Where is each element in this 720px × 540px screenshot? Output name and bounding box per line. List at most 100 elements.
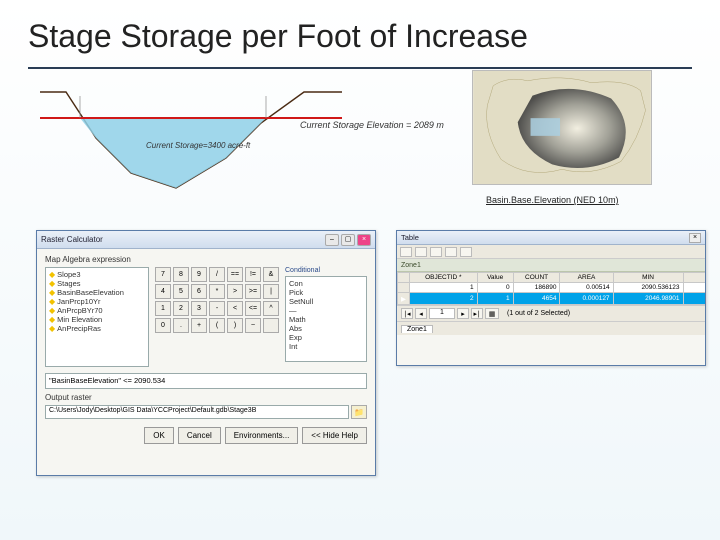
table-cell[interactable]: 1 — [410, 283, 478, 293]
raster-calculator-window: Raster Calculator – ▢ × Map Algebra expr… — [36, 230, 376, 476]
rc-key[interactable]: ~ — [245, 318, 261, 333]
rc-expression-input[interactable]: "BasinBaseElevation" <= 2090.534 — [45, 373, 367, 389]
rc-func-item[interactable]: SetNull — [289, 297, 363, 306]
rc-layer-item[interactable]: ◆Stages — [49, 279, 145, 288]
rc-func-item[interactable]: Exp — [289, 333, 363, 342]
rc-key[interactable]: <= — [245, 301, 261, 316]
rc-body: Map Algebra expression ◆Slope3◆Stages◆Ba… — [37, 249, 375, 450]
table-cell[interactable]: 186890 — [513, 283, 560, 293]
table-cell[interactable]: 0.00514 — [560, 283, 613, 293]
rc-key[interactable]: | — [263, 284, 279, 299]
tbl-tool-3[interactable] — [430, 247, 442, 257]
rc-layer-item[interactable]: ◆AnPrecipRas — [49, 324, 145, 333]
rc-key[interactable]: . — [173, 318, 189, 333]
rc-func-item[interactable]: — — [289, 306, 363, 315]
rc-key[interactable]: 8 — [173, 267, 189, 282]
maximize-icon[interactable]: ▢ — [341, 234, 355, 246]
rc-key[interactable]: > — [227, 284, 243, 299]
rc-key[interactable]: >= — [245, 284, 261, 299]
rc-key[interactable]: / — [209, 267, 225, 282]
tbl-bottom-tab-zone1[interactable]: Zone1 — [401, 325, 433, 333]
close-icon[interactable]: × — [357, 234, 371, 246]
rc-key[interactable]: * — [209, 284, 225, 299]
rc-key[interactable]: 7 — [155, 267, 171, 282]
tbl-grid[interactable]: OBJECTID *ValueCOUNTAREAMINMAXRANGEMEANS… — [397, 272, 705, 305]
table-cell[interactable]: 1 — [477, 293, 513, 305]
rc-layer-item[interactable]: ◆Slope3 — [49, 270, 145, 279]
rc-func-item[interactable]: Pick — [289, 288, 363, 297]
table-row[interactable]: ▶2146540.0001272046.989012090.52343843.5… — [398, 293, 706, 305]
rc-func-item[interactable]: Abs — [289, 324, 363, 333]
folder-icon[interactable]: 📁 — [351, 405, 367, 419]
rc-func-item[interactable]: Math — [289, 315, 363, 324]
table-cell[interactable]: 4654 — [513, 293, 560, 305]
rc-key[interactable]: 3 — [191, 301, 207, 316]
rc-key[interactable]: ^ — [263, 301, 279, 316]
rc-layer-list[interactable]: ◆Slope3◆Stages◆BasinBaseElevation◆JanPrc… — [45, 267, 149, 367]
nav-record-input[interactable]: 1 — [429, 308, 455, 319]
map-caption: Basin.Base.Elevation (NED 10m) — [486, 195, 619, 205]
rc-key[interactable]: ) — [227, 318, 243, 333]
rc-layer-item[interactable]: ◆Min Elevation — [49, 315, 145, 324]
ok-button[interactable]: OK — [144, 427, 174, 444]
rc-expression: "BasinBaseElevation" <= 2090.534 — [45, 373, 367, 389]
table-cell[interactable]: 0.000127 — [560, 293, 613, 305]
rc-func-category[interactable]: Conditional — [285, 267, 367, 274]
rc-key[interactable]: != — [245, 267, 261, 282]
rc-key[interactable] — [263, 318, 279, 333]
rc-key[interactable]: - — [209, 301, 225, 316]
nav-sel-icon[interactable]: ▦ — [485, 308, 499, 319]
table-row[interactable]: 101868900.005142090.5361232801.416984710… — [398, 283, 706, 293]
rc-key[interactable]: 9 — [191, 267, 207, 282]
tbl-tool-4[interactable] — [445, 247, 457, 257]
rc-key[interactable]: 2 — [173, 301, 189, 316]
table-cell[interactable]: 2046.98901 — [613, 293, 683, 305]
table-col-header[interactable]: MIN — [613, 273, 683, 283]
rc-key[interactable]: + — [191, 318, 207, 333]
hide-help-button[interactable]: << Hide Help — [302, 427, 367, 444]
table-cell[interactable]: 2090.523438 — [683, 293, 705, 305]
rc-key[interactable]: & — [263, 267, 279, 282]
tbl-close-icon[interactable]: × — [689, 233, 701, 243]
tbl-title-text: Table — [401, 233, 689, 242]
rc-key[interactable]: 5 — [173, 284, 189, 299]
tbl-tool-1[interactable] — [400, 247, 412, 257]
tbl-tool-5[interactable] — [460, 247, 472, 257]
rc-output-path[interactable]: C:\Users\Jody\Desktop\GIS Data\YCCProjec… — [45, 405, 349, 419]
table-col-header[interactable]: COUNT — [513, 273, 560, 283]
rc-func-item[interactable]: Con — [289, 279, 363, 288]
tbl-titlebar[interactable]: Table × — [397, 231, 705, 245]
table-cell[interactable]: 2090.536123 — [613, 283, 683, 293]
tbl-top-tab[interactable]: Zone1 — [397, 259, 705, 272]
rc-func-item[interactable]: Int — [289, 342, 363, 351]
table-cell[interactable]: 2 — [410, 293, 478, 305]
rc-func-list[interactable]: ConPickSetNull—MathAbsExpInt — [285, 276, 367, 362]
rc-key[interactable]: 1 — [155, 301, 171, 316]
rc-key[interactable]: 0 — [155, 318, 171, 333]
title-underline — [28, 67, 692, 69]
nav-next-icon[interactable]: ▸ — [457, 308, 469, 319]
rc-titlebar[interactable]: Raster Calculator – ▢ × — [37, 231, 375, 249]
table-col-header[interactable]: AREA — [560, 273, 613, 283]
cancel-button[interactable]: Cancel — [178, 427, 221, 444]
rc-layer-item[interactable]: ◆AnPrcpBYr70 — [49, 306, 145, 315]
table-cell[interactable]: 2801.416984 — [683, 283, 705, 293]
table-cell[interactable]: 0 — [477, 283, 513, 293]
rc-key[interactable]: 4 — [155, 284, 171, 299]
rc-output: Output raster C:\Users\Jody\Desktop\GIS … — [45, 393, 367, 419]
nav-first-icon[interactable]: ∣◂ — [401, 308, 413, 319]
rc-key[interactable]: ( — [209, 318, 225, 333]
nav-last-icon[interactable]: ▸∣ — [471, 308, 483, 319]
rc-layer-item[interactable]: ◆BasinBaseElevation — [49, 288, 145, 297]
rc-key[interactable]: 6 — [191, 284, 207, 299]
table-col-header[interactable]: Value — [477, 273, 513, 283]
minimize-icon[interactable]: – — [325, 234, 339, 246]
rc-key[interactable]: == — [227, 267, 243, 282]
environments-button[interactable]: Environments... — [225, 427, 299, 444]
table-col-header[interactable]: OBJECTID * — [410, 273, 478, 283]
nav-prev-icon[interactable]: ◂ — [415, 308, 427, 319]
table-col-header[interactable]: MAX — [683, 273, 705, 283]
rc-key[interactable]: < — [227, 301, 243, 316]
rc-layer-item[interactable]: ◆JanPrcp10Yr — [49, 297, 145, 306]
tbl-tool-2[interactable] — [415, 247, 427, 257]
